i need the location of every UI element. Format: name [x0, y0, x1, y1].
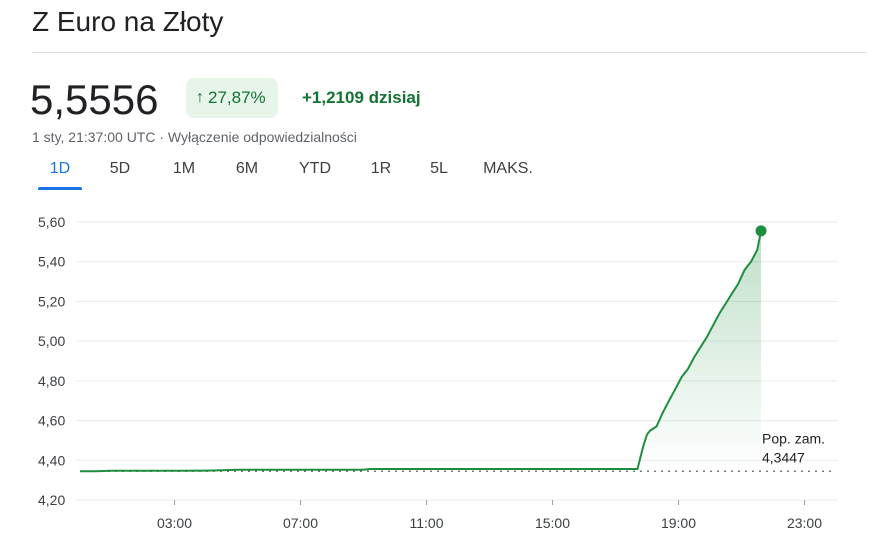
x-tick-label: 19:00	[661, 515, 696, 531]
price-chart: 4,20 4,40 4,60 4,80 5,00 5,20 5,40 5,60 03:00 07:…	[38, 214, 838, 531]
tab-1m[interactable]: 1M	[172, 160, 196, 177]
x-tick-label: 07:00	[283, 515, 318, 531]
timestamp: 1 sty, 21:37:00 UTC	[32, 129, 156, 145]
price-line	[80, 230, 762, 473]
x-tick-label: 11:00	[410, 515, 444, 531]
change-absolute: +1,2109 dzisiaj	[302, 88, 421, 107]
area-fill	[637, 230, 762, 472]
page-title: Z Euro na Złoty	[32, 6, 224, 37]
tab-5l[interactable]: 5L	[430, 160, 448, 177]
x-tick-label: 03:00	[157, 515, 192, 531]
quote-meta: 1 sty, 21:37:00 UTC · Wyłączenie odpowie…	[32, 129, 357, 145]
tab-ytd[interactable]: YTD	[299, 160, 331, 177]
arrow-up-icon: ↑	[196, 89, 204, 106]
current-price: 5,5556	[30, 76, 159, 123]
tab-6m[interactable]: 6M	[235, 160, 259, 177]
x-tick-label: 23:00	[787, 515, 822, 531]
disclaimer-link[interactable]: Wyłączenie odpowiedzialności	[167, 129, 357, 145]
y-tick-label: 5,60	[38, 214, 65, 230]
y-tick-label: 5,20	[38, 293, 65, 309]
previous-close-value: 4,3447	[762, 449, 805, 465]
previous-close-label: Pop. zam.	[762, 430, 825, 446]
divider	[32, 52, 866, 53]
y-tick-label: 4,60	[38, 413, 65, 429]
tab-1r[interactable]: 1R	[370, 160, 392, 177]
y-tick-label: 5,00	[38, 333, 65, 349]
y-tick-label: 4,80	[38, 373, 65, 389]
y-tick-label: 5,40	[38, 254, 65, 270]
last-price-dot	[755, 225, 767, 237]
change-percent-badge: ↑ 27,87%	[186, 78, 278, 118]
tab-1d[interactable]: 1D	[32, 160, 88, 190]
tab-5d[interactable]: 5D	[109, 160, 131, 177]
change-percent: 27,87%	[208, 88, 266, 107]
range-tabs: 1D 5D 1M 6M YTD 1R 5L MAKS.	[32, 160, 548, 190]
tab-maks[interactable]: MAKS.	[483, 160, 533, 177]
x-tick-label: 15:00	[535, 515, 570, 531]
separator: ·	[155, 129, 168, 145]
y-tick-label: 4,40	[38, 452, 65, 468]
y-tick-label: 4,20	[38, 492, 65, 508]
